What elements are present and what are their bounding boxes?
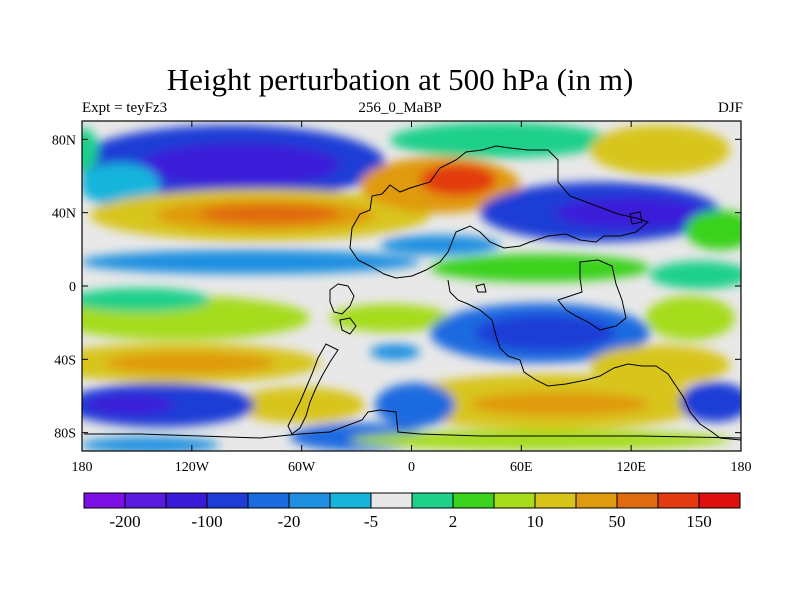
field-blob [380,235,500,255]
field-blob [140,143,340,187]
coastline [475,283,487,293]
field-blob [82,288,210,312]
colorbar-swatch [206,492,249,509]
y-axis: 80N 40N 0 40S 80S [52,133,741,442]
y-tick-label: 40S [54,353,76,368]
field-blob [555,197,705,229]
x-axis: 180 120W 60W 0 60E 120E 180 [72,121,752,475]
colorbar-swatch [616,492,659,509]
height-field [82,122,741,451]
field-blob [475,315,615,351]
colorbar-swatch [411,492,454,509]
colorbar-swatch [247,492,290,509]
colorbar-label: -100 [191,512,222,531]
field-blob [685,210,741,250]
colorbar-swatch [370,492,413,509]
x-tick-label: 180 [72,460,93,475]
field-blob [590,125,730,175]
field-blob [420,164,496,196]
field-blob [82,250,420,274]
coastline [349,145,650,279]
y-tick-label: 0 [69,280,76,295]
y-tick-label: 40N [52,207,76,222]
colorbar-swatch [657,492,700,509]
colorbar-swatch [124,492,167,509]
field-blob [680,382,741,422]
colorbar-swatch [452,492,495,509]
experiment-label: Expt = teyFz3 [82,100,168,116]
field-blob [650,261,741,289]
case-label: 256_0_MaBP [358,100,442,116]
field-blob [200,204,340,224]
field-blob [470,392,650,416]
x-tick-label: 0 [408,460,415,475]
season-label: DJF [717,100,743,116]
x-tick-label: 120E [616,460,646,475]
coastline [447,279,741,441]
colorbar-label: 2 [449,512,458,531]
chart-title: Height perturbation at 500 hPa (in m) [166,62,634,97]
coastline [287,343,339,435]
coastline [329,283,355,315]
field-blob [375,383,455,427]
colorbar-label: 10 [527,512,544,531]
colorbar-swatch [83,492,126,509]
field-blob [82,163,160,207]
field-blob [590,345,730,385]
colorbar-swatch [329,492,372,509]
colorbar-swatch [493,492,536,509]
colorbar-label: -5 [364,512,378,531]
coastline [629,211,643,225]
field-blob [105,352,275,374]
x-tick-label: 60E [510,460,533,475]
x-tick-label: 180 [731,460,752,475]
field-blob [235,387,365,423]
y-tick-label: 80S [54,427,76,442]
continent-outlines [84,145,741,441]
coastline [339,317,357,335]
coastline [84,409,741,439]
field-blob [370,344,420,360]
x-tick-label: 60W [288,460,316,475]
colorbar-label: 150 [686,512,712,531]
field-blob [390,122,610,158]
field-blob [430,254,650,282]
colorbar-swatch [165,492,208,509]
field-blob [82,437,220,451]
colorbar-label: -20 [278,512,301,531]
coastline [557,259,627,331]
colorbar-swatch [534,492,577,509]
colorbar-label: -200 [109,512,140,531]
x-tick-label: 120W [175,460,210,475]
colorbar-swatch [288,492,331,509]
y-tick-label: 80N [52,133,76,148]
field-blob [645,296,735,340]
colorbar-swatch [698,492,741,509]
colorbar: -200 -100 -20 -5 2 10 50 150 [83,492,741,531]
field-blob [330,304,450,332]
colorbar-label: 50 [609,512,626,531]
field-blob [85,395,175,415]
colorbar-swatch [575,492,618,509]
